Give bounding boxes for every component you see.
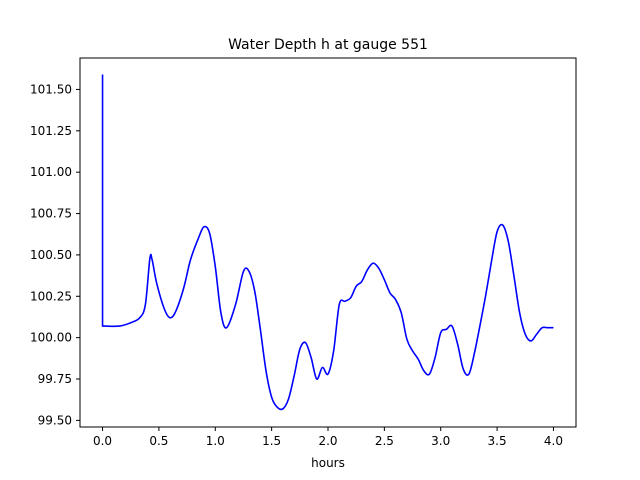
y-tick-label: 100.25 xyxy=(30,289,72,303)
plot-area xyxy=(101,74,554,411)
y-tick-label: 101.50 xyxy=(30,82,72,96)
y-tick-label: 100.50 xyxy=(30,248,72,262)
x-axis-label: hours xyxy=(311,456,345,470)
x-tick-label: 4.0 xyxy=(544,434,563,448)
axis-ticks: 0.0 0.5 1.0 1.5 2.0 2.5 3.0 3.5 4.0 99.50 99.75 100… xyxy=(30,82,563,448)
x-tick-label: 1.5 xyxy=(262,434,281,448)
x-tick-label: 3.5 xyxy=(488,434,507,448)
water-depth-line xyxy=(101,74,554,411)
axes-frame xyxy=(79,57,577,428)
chart-title: Water Depth h at gauge 551 xyxy=(228,37,428,53)
y-tick-label: 99.50 xyxy=(38,413,72,427)
x-tick-label: 3.0 xyxy=(431,434,450,448)
x-tick-label: 1.0 xyxy=(206,434,225,448)
y-tick-label: 101.00 xyxy=(30,165,72,179)
y-tick-label: 100.00 xyxy=(30,331,72,345)
x-tick-label: 0.5 xyxy=(149,434,168,448)
x-tick-label: 2.5 xyxy=(375,434,394,448)
y-tick-label: 99.75 xyxy=(38,372,72,386)
x-tick-label: 2.0 xyxy=(318,434,337,448)
y-tick-label: 100.75 xyxy=(30,207,72,221)
y-tick-label: 101.25 xyxy=(30,124,72,138)
x-tick-label: 0.0 xyxy=(93,434,112,448)
